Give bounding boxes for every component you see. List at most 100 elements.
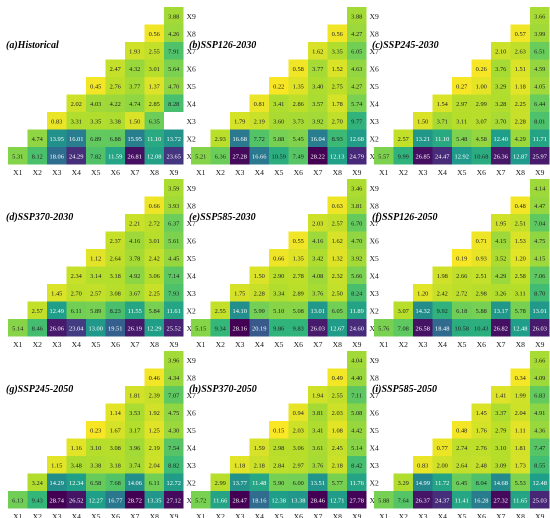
heatmap-cell — [125, 266, 145, 284]
cell-value-label: 5.89 — [90, 308, 101, 315]
cell-value-label: 26.37 — [416, 497, 431, 504]
heatmap-cell — [471, 112, 491, 130]
cell-value-label: 3.78 — [129, 255, 140, 262]
cell-value-label: 1.59 — [254, 445, 265, 452]
heatmap-cell — [230, 456, 250, 474]
heatmap-cell — [288, 473, 308, 491]
heatmap-cell — [327, 59, 347, 77]
cell-value-label: 13.95 — [50, 136, 64, 143]
heatmap-cell — [125, 319, 145, 337]
heatmap-cell — [164, 129, 184, 147]
heatmap-cell — [510, 491, 530, 509]
heatmap-cell — [288, 94, 308, 112]
cell-value-label: 6.45 — [456, 480, 467, 487]
heatmap-cell — [510, 403, 530, 421]
heatmap-cell — [510, 456, 530, 474]
heatmap-cell — [269, 319, 289, 337]
heatmap-cell — [432, 284, 452, 302]
heatmap-cell — [347, 196, 367, 214]
cell-value-label: 1.94 — [312, 392, 324, 399]
cell-value-label: 10.68 — [474, 153, 488, 160]
cell-value-label: 24.79 — [350, 153, 364, 160]
heatmap-cell — [164, 77, 184, 95]
x-tick-label: X2 — [33, 512, 42, 518]
cell-value-label: 5.45 — [293, 136, 304, 143]
cell-value-label: 2.76 — [476, 445, 487, 452]
heatmap-cell — [393, 319, 413, 337]
y-tick-label: X2 — [370, 306, 379, 315]
heatmap-cell — [66, 129, 86, 147]
cell-value-label: 2.64 — [110, 255, 122, 262]
heatmap-cell — [86, 147, 106, 165]
cell-value-label: 2.55 — [332, 392, 343, 399]
cell-value-label: 14.29 — [50, 480, 64, 487]
heatmap-cell — [249, 94, 269, 112]
heatmap-cell — [144, 266, 164, 284]
heatmap-cell — [86, 319, 106, 337]
cell-value-label: 1.99 — [515, 392, 526, 399]
heatmap-cell — [530, 129, 550, 147]
cell-value-label: 0.22 — [273, 83, 284, 90]
cell-value-label: 1.95 — [495, 220, 506, 227]
heatmap-cell — [144, 403, 164, 421]
heatmap-cell — [164, 301, 184, 319]
cell-value-label: 4.03 — [90, 101, 101, 108]
cell-value-label: 2.45 — [332, 445, 343, 452]
heatmap-cell — [347, 421, 367, 439]
heatmap-cell — [452, 319, 472, 337]
heatmap-cell — [125, 438, 145, 456]
cell-value-label: 9.34 — [215, 325, 227, 332]
heatmap-cell — [452, 284, 472, 302]
cell-value-label: 3.18 — [110, 462, 121, 469]
y-tick-label: X4 — [370, 99, 379, 108]
cell-value-label: 4.05 — [534, 83, 545, 90]
cell-value-label: 13.51 — [311, 480, 325, 487]
cell-value-label: 1.18 — [515, 83, 526, 90]
heatmap-cell — [125, 59, 145, 77]
heatmap-cell — [327, 319, 347, 337]
cell-value-label: 8.28 — [168, 101, 179, 108]
cell-value-label: 1.35 — [293, 255, 304, 262]
cell-value-label: 3.76 — [312, 290, 323, 297]
heatmap-cell — [471, 266, 491, 284]
heatmap-cell — [530, 456, 550, 474]
cell-value-label: 2.93 — [215, 136, 226, 143]
heatmap-cell — [347, 473, 367, 491]
cell-value-label: 28.47 — [233, 497, 248, 504]
cell-value-label: 14.32 — [416, 308, 430, 315]
heatmap-cell — [308, 231, 328, 249]
heatmap-cell — [164, 368, 184, 386]
cell-value-label: 1.98 — [437, 273, 448, 280]
cell-value-label: 13.01 — [311, 308, 325, 315]
cell-value-label: 4.92 — [129, 273, 140, 280]
heatmap-cell — [393, 491, 413, 509]
cell-value-label: 25.52 — [167, 325, 181, 332]
x-tick-label: X7 — [313, 340, 322, 349]
cell-value-label: 2.18 — [332, 462, 343, 469]
heatmap-cell — [491, 214, 511, 232]
cell-value-label: 0.57 — [515, 31, 527, 38]
cell-value-label: 26.06 — [50, 325, 64, 332]
heatmap-cell — [164, 179, 184, 197]
heatmap-cell — [413, 491, 433, 509]
heatmap-cell — [191, 491, 211, 509]
cell-value-label: 3.06 — [149, 273, 160, 280]
y-tick-label: X6 — [187, 408, 196, 417]
cell-value-label: 7.82 — [90, 153, 101, 160]
heatmap-cell — [413, 301, 433, 319]
cell-value-label: 2.66 — [456, 273, 467, 280]
cell-value-label: 0.46 — [149, 375, 160, 382]
cell-value-label: 1.35 — [293, 83, 304, 90]
heatmap-cell — [452, 438, 472, 456]
heatmap-cell — [452, 129, 472, 147]
cell-value-label: 1.92 — [149, 410, 160, 417]
heatmap-cell — [327, 24, 347, 42]
cell-value-label: 4.27 — [351, 31, 363, 38]
cell-value-label: 3.70 — [495, 118, 506, 125]
heatmap-cell — [144, 284, 164, 302]
heatmap-cell — [327, 386, 347, 404]
y-tick-label: X5 — [370, 82, 379, 91]
cell-value-label: 7.91 — [168, 48, 179, 55]
heatmap-cell — [8, 319, 28, 337]
x-tick-label: X6 — [294, 340, 303, 349]
